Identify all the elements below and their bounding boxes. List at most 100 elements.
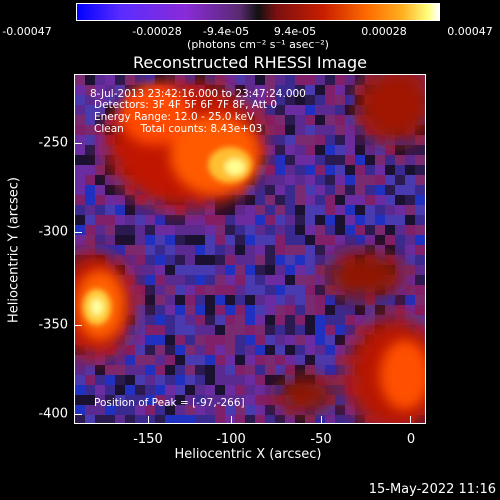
noise-cell	[215, 265, 225, 275]
noise-cell	[295, 125, 305, 135]
noise-cell	[415, 305, 425, 315]
noise-cell	[135, 305, 145, 315]
noise-cell	[235, 415, 245, 423]
noise-cell	[275, 115, 285, 125]
noise-cell	[235, 395, 245, 405]
noise-cell	[205, 225, 215, 235]
noise-cell	[135, 355, 145, 365]
noise-cell	[215, 325, 225, 335]
noise-cell	[155, 395, 165, 405]
noise-cell	[215, 255, 225, 265]
noise-cell	[285, 285, 295, 295]
noise-cell	[115, 195, 125, 205]
noise-cell	[95, 105, 105, 115]
noise-cell	[315, 235, 325, 245]
noise-cell	[185, 285, 195, 295]
noise-cell	[305, 75, 315, 85]
noise-cell	[305, 125, 315, 135]
noise-cell	[335, 385, 345, 395]
noise-cell	[145, 235, 155, 245]
noise-cell	[195, 225, 205, 235]
noise-cell	[75, 195, 85, 205]
noise-cell	[305, 325, 315, 335]
annotation-detectors: Detectors: 3F 4F 5F 6F 7F 8F, Att 0	[94, 99, 278, 111]
noise-cell	[85, 155, 95, 165]
noise-cell	[135, 315, 145, 325]
noise-cell	[325, 325, 335, 335]
noise-cell	[225, 285, 235, 295]
noise-cell	[315, 205, 325, 215]
noise-cell	[245, 385, 255, 395]
noise-cell	[295, 285, 305, 295]
colorbar	[76, 3, 440, 21]
noise-cell	[385, 145, 395, 155]
noise-cell	[315, 105, 325, 115]
noise-cell	[315, 125, 325, 135]
noise-cell	[235, 365, 245, 375]
noise-cell	[185, 305, 195, 315]
noise-cell	[165, 285, 175, 295]
noise-cell	[305, 295, 315, 305]
noise-cell	[185, 275, 195, 285]
noise-cell	[345, 165, 355, 175]
noise-cell	[175, 245, 185, 255]
noise-cell	[75, 145, 85, 155]
noise-cell	[355, 315, 365, 325]
noise-cell	[255, 345, 265, 355]
noise-cell	[245, 395, 255, 405]
annotation-algorithm: Clean Total counts: 8.43e+03	[94, 123, 263, 135]
noise-cell	[205, 365, 215, 375]
noise-cell	[255, 205, 265, 215]
noise-cell	[95, 195, 105, 205]
noise-cell	[275, 195, 285, 205]
noise-cell	[315, 255, 325, 265]
noise-cell	[155, 235, 165, 245]
noise-cell	[105, 185, 115, 195]
noise-cell	[115, 235, 125, 245]
noise-cell	[255, 245, 265, 255]
noise-cell	[245, 325, 255, 335]
noise-cell	[75, 375, 85, 385]
noise-cell	[275, 135, 285, 145]
noise-cell	[135, 235, 145, 245]
noise-cell	[275, 345, 285, 355]
noise-cell	[195, 395, 205, 405]
noise-cell	[255, 215, 265, 225]
noise-cell	[95, 365, 105, 375]
noise-cell	[195, 215, 205, 225]
noise-cell	[295, 255, 305, 265]
noise-cell	[335, 375, 345, 385]
noise-cell	[245, 305, 255, 315]
noise-cell	[355, 165, 365, 175]
noise-cell	[305, 115, 315, 125]
noise-cell	[165, 245, 175, 255]
noise-cell	[295, 315, 305, 325]
plot-title: Reconstructed RHESSI Image	[133, 53, 367, 72]
noise-cell	[95, 205, 105, 215]
noise-cell	[315, 315, 325, 325]
noise-cell	[115, 395, 125, 405]
noise-cell	[305, 135, 315, 145]
noise-cell	[345, 305, 355, 315]
noise-cell	[405, 145, 415, 155]
noise-cell	[305, 285, 315, 295]
noise-cell	[165, 415, 175, 423]
noise-cell	[145, 415, 155, 423]
noise-cell	[105, 115, 115, 125]
noise-cell	[105, 415, 115, 423]
noise-cell	[385, 215, 395, 225]
noise-cell	[155, 255, 165, 265]
noise-cell	[95, 185, 105, 195]
noise-cell	[115, 255, 125, 265]
noise-cell	[315, 135, 325, 145]
noise-cell	[255, 335, 265, 345]
noise-cell	[85, 205, 95, 215]
noise-cell	[95, 135, 105, 145]
noise-cell	[285, 415, 295, 423]
noise-cell	[315, 245, 325, 255]
noise-cell	[285, 95, 295, 105]
noise-cell	[355, 195, 365, 205]
noise-cell	[205, 405, 215, 415]
noise-cell	[105, 245, 115, 255]
noise-cell	[325, 215, 335, 225]
